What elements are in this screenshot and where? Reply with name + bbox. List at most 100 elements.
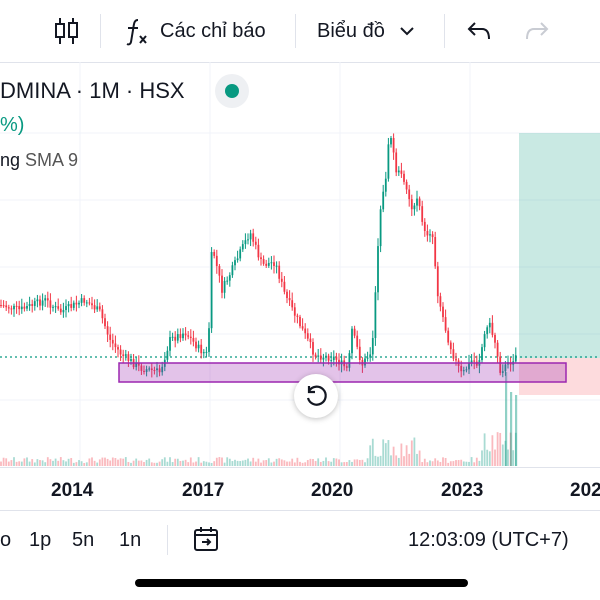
goto-date-button[interactable]: [192, 525, 220, 558]
redo-button[interactable]: [524, 0, 550, 62]
volume-bar: [13, 457, 15, 466]
volume-bar: [161, 459, 164, 466]
candle-body: [319, 355, 322, 360]
indicator-legend[interactable]: ng SMA 9: [0, 150, 78, 171]
candle-body: [101, 309, 104, 319]
volume-bar: [85, 462, 88, 466]
volume-bar: [374, 455, 377, 466]
chart-type-label: Biểu đồ: [317, 19, 385, 42]
undo-button[interactable]: [466, 0, 492, 62]
candle-body: [23, 306, 26, 309]
chevron-down-icon: [400, 27, 414, 36]
candle-body: [358, 346, 361, 361]
candle-body: [260, 257, 262, 260]
candle-body: [202, 352, 205, 354]
time-axis[interactable]: 2014 2017 2020 2023 202: [0, 467, 600, 511]
volume-bar: [28, 461, 31, 466]
candle-body: [265, 263, 268, 266]
volume-bar: [416, 453, 418, 466]
volume-bar: [83, 462, 86, 466]
volume-bar: [390, 455, 392, 466]
candle-body: [377, 246, 379, 293]
range-button-1n[interactable]: 1n: [119, 529, 142, 551]
clock-timezone[interactable]: 12:03:09 (UTC+7): [408, 529, 569, 551]
candle-body: [449, 342, 452, 350]
candle-body: [452, 349, 455, 359]
candle-body: [280, 278, 283, 282]
candle-body: [20, 306, 23, 310]
candle-body: [31, 304, 34, 306]
candle-body: [65, 306, 67, 311]
volume-bar: [127, 461, 130, 466]
candle-body: [382, 191, 385, 210]
candle-body: [221, 275, 223, 293]
volume-bar: [257, 458, 260, 466]
volume-bar: [340, 462, 343, 466]
candle-body: [15, 305, 18, 307]
candle-body: [423, 221, 426, 231]
volume-bar: [130, 462, 132, 466]
chart-type-dropdown[interactable]: Biểu đồ: [317, 0, 415, 62]
candle-body: [18, 306, 21, 310]
candle-body: [130, 359, 132, 361]
market-status-indicator[interactable]: [215, 74, 249, 108]
volume-bar: [470, 457, 473, 466]
volume-bar: [192, 462, 195, 466]
candle-body: [96, 306, 99, 310]
candle-body: [67, 304, 70, 307]
long-position-loss-zone[interactable]: [519, 358, 600, 395]
range-button-5n[interactable]: 5n: [72, 529, 95, 551]
volume-bar: [20, 461, 23, 466]
volume-bar: [366, 458, 369, 466]
volume-bar: [106, 458, 109, 466]
support-zone-rectangle[interactable]: [118, 362, 567, 383]
candle-body: [57, 306, 60, 309]
range-button[interactable]: o: [0, 529, 12, 551]
volume-bar: [267, 458, 270, 466]
candle-body: [239, 249, 242, 259]
candle-body: [72, 302, 75, 308]
candle-body: [442, 306, 444, 318]
time-axis-label: 202: [570, 480, 600, 501]
volume-bar: [306, 460, 309, 466]
volume-bar: [426, 462, 429, 466]
price-chart[interactable]: [0, 62, 600, 467]
symbol-legend[interactable]: DMINA · 1M · HSX: [0, 78, 185, 103]
indicators-button[interactable]: Các chỉ báo: [122, 0, 266, 62]
chart-style-button[interactable]: [52, 0, 82, 62]
volume-bar: [327, 461, 330, 466]
volume-bar: [249, 461, 252, 466]
volume-bar: [507, 449, 509, 466]
volume-bar: [377, 456, 379, 466]
volume-bar: [353, 459, 356, 466]
candlestick-icon: [55, 18, 78, 44]
candle-body: [161, 366, 164, 373]
volume-bar: [184, 459, 187, 466]
chart-pane[interactable]: [0, 62, 600, 467]
volume-bar: [491, 435, 494, 466]
volume-bar: [291, 458, 294, 466]
volume-bar: [254, 461, 257, 466]
reset-icon: [306, 385, 327, 406]
candle-body: [78, 302, 80, 305]
volume-bar: [273, 461, 275, 466]
range-button-1p[interactable]: 1p: [29, 529, 52, 551]
volume-bar: [457, 460, 460, 466]
candle-body: [236, 258, 239, 261]
volume-bar: [509, 432, 512, 466]
volume-bar: [176, 458, 179, 466]
volume-bar: [247, 458, 249, 466]
candle-body: [387, 144, 390, 179]
volume-bar: [488, 451, 491, 466]
volume-bar: [143, 462, 145, 466]
volume-bar: [395, 455, 398, 466]
volume-bar: [452, 461, 455, 466]
candle-body: [93, 305, 96, 310]
volume-bar: [174, 458, 177, 466]
reset-chart-button[interactable]: [294, 374, 338, 418]
volume-bar: [356, 459, 359, 466]
candle-body: [189, 336, 192, 338]
volume-bar: [322, 460, 325, 466]
long-position-profit-zone[interactable]: [519, 133, 600, 358]
function-icon: [126, 19, 147, 46]
